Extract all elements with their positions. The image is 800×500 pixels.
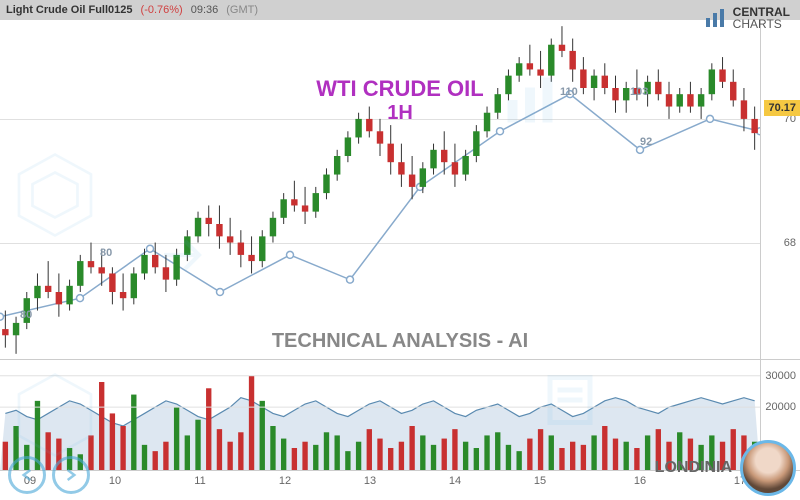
x-tick-label: 13 xyxy=(364,475,376,487)
ticker-name: Light Crude Oil Full0125 xyxy=(6,4,133,16)
brand-name: LONDINIA xyxy=(655,459,732,477)
x-tick-label: 11 xyxy=(194,475,205,487)
timezone: (GMT) xyxy=(226,4,258,16)
chart-title: WTI CRUDE OIL 1H xyxy=(316,76,483,125)
navigation-controls xyxy=(8,456,90,494)
x-tick-label: 14 xyxy=(449,475,461,487)
logo-text: CENTRAL CHARTS xyxy=(733,6,790,30)
current-price-tag: 70.17 xyxy=(764,100,800,116)
x-tick-label: 15 xyxy=(534,475,546,487)
y-tick-label: 20000 xyxy=(765,401,796,413)
nav-back-button[interactable] xyxy=(8,456,46,494)
logo-icon xyxy=(703,6,727,30)
ai-avatar[interactable] xyxy=(740,440,796,496)
timestamp: 09:36 xyxy=(191,4,219,16)
x-tick-label: 16 xyxy=(634,475,646,487)
main-price-chart[interactable]: WTI CRUDE OIL 1H TECHNICAL ANALYSIS - AI… xyxy=(0,20,800,360)
footer-brand: LONDINIA xyxy=(655,440,796,496)
indicator-value: 110 xyxy=(560,86,578,98)
x-tick-label: 10 xyxy=(109,475,121,487)
x-tick-label: 12 xyxy=(279,475,291,487)
indicator-value: 92 xyxy=(640,136,652,148)
chart-subtitle: TECHNICAL ANALYSIS - AI xyxy=(0,330,800,353)
chart-header: Light Crude Oil Full0125 (-0.76%) 09:36 … xyxy=(0,0,800,20)
candlestick-canvas xyxy=(0,20,760,359)
price-y-axis: 68 70 70.17 xyxy=(760,20,800,359)
y-tick-label: 68 xyxy=(784,237,796,249)
y-tick-label: 30000 xyxy=(765,370,796,382)
brand-logo[interactable]: CENTRAL CHARTS xyxy=(703,6,790,30)
volume-canvas xyxy=(0,360,760,470)
price-change: (-0.76%) xyxy=(141,4,183,16)
indicator-value: 80 xyxy=(20,309,32,321)
indicator-value: 103 xyxy=(630,86,648,98)
nav-forward-button[interactable] xyxy=(52,456,90,494)
indicator-value: 80 xyxy=(100,247,112,259)
